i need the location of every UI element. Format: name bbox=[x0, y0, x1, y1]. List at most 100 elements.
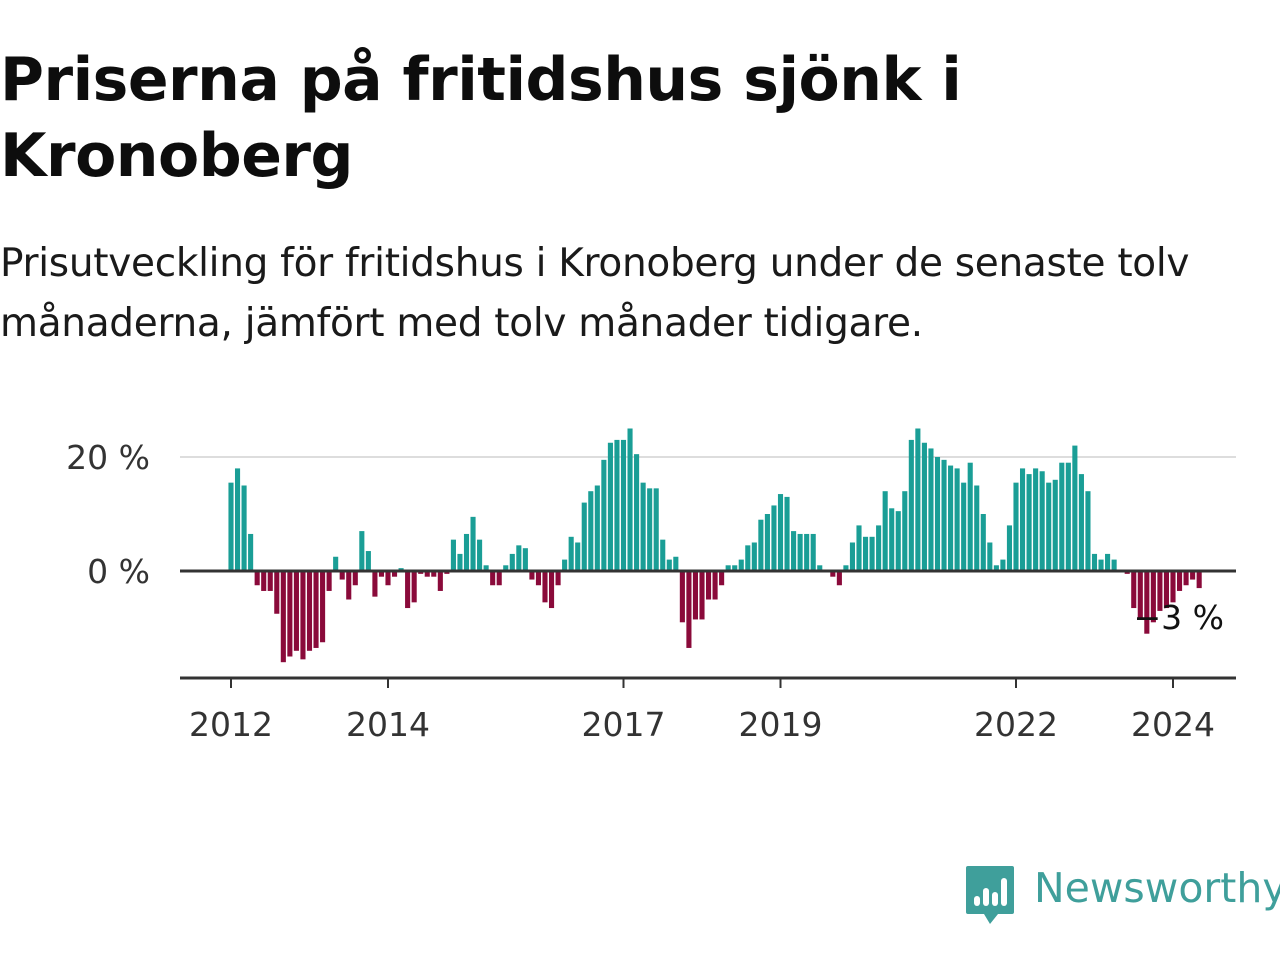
bar bbox=[581, 502, 587, 571]
x-tick-label: 2014 bbox=[346, 705, 430, 744]
bar bbox=[640, 482, 646, 571]
bar bbox=[1072, 445, 1078, 571]
bar bbox=[921, 442, 927, 571]
bar bbox=[1111, 559, 1117, 571]
bar bbox=[738, 559, 744, 571]
bar bbox=[490, 571, 496, 586]
bar bbox=[660, 539, 666, 571]
bar bbox=[686, 571, 692, 648]
bar bbox=[280, 571, 286, 663]
bar bbox=[679, 571, 685, 623]
bar bbox=[1078, 474, 1084, 571]
bar bbox=[1131, 571, 1137, 609]
bar bbox=[496, 571, 502, 586]
bar bbox=[666, 559, 672, 571]
bar bbox=[346, 571, 352, 600]
bar bbox=[1085, 491, 1091, 571]
bar bbox=[594, 485, 600, 571]
bar bbox=[876, 525, 882, 571]
bar bbox=[1000, 559, 1006, 571]
bar bbox=[405, 571, 411, 609]
bar bbox=[313, 571, 319, 648]
bar bbox=[326, 571, 332, 591]
bar bbox=[477, 539, 483, 571]
bar bbox=[1026, 474, 1032, 571]
bar bbox=[1170, 571, 1176, 603]
bar bbox=[967, 462, 973, 571]
bar bbox=[915, 428, 921, 571]
bar bbox=[320, 571, 326, 643]
bar bbox=[463, 533, 470, 571]
bar bbox=[836, 571, 842, 586]
bar bbox=[1196, 571, 1202, 589]
bar bbox=[1091, 553, 1098, 571]
bar bbox=[810, 533, 816, 571]
bar bbox=[470, 516, 476, 571]
bar bbox=[1052, 479, 1058, 571]
bar bbox=[634, 454, 640, 571]
x-tick-label: 2019 bbox=[739, 705, 823, 744]
bar bbox=[987, 542, 993, 571]
bar bbox=[300, 571, 306, 660]
bar bbox=[705, 571, 712, 600]
bar bbox=[365, 551, 371, 571]
bar bbox=[889, 508, 895, 571]
bar bbox=[1157, 571, 1163, 611]
bar bbox=[764, 514, 770, 571]
axis-layer bbox=[180, 569, 1236, 688]
bar bbox=[791, 531, 797, 571]
bar bbox=[934, 457, 941, 571]
bar bbox=[993, 565, 999, 571]
bar bbox=[843, 565, 849, 571]
bars-layer bbox=[228, 428, 1202, 663]
chart-subtitle: Prisutveckling för fritidshus i Kronober… bbox=[0, 241, 1190, 346]
bar bbox=[522, 548, 528, 571]
bar bbox=[771, 505, 777, 571]
bar bbox=[293, 571, 299, 651]
bar bbox=[980, 514, 986, 571]
bar bbox=[575, 542, 581, 571]
bar bbox=[777, 494, 784, 571]
bar bbox=[856, 525, 862, 571]
bar bbox=[267, 571, 273, 591]
bar bbox=[424, 571, 430, 577]
bar bbox=[620, 439, 627, 571]
bar bbox=[568, 536, 574, 571]
bar bbox=[941, 459, 947, 571]
bar bbox=[948, 465, 954, 571]
bar bbox=[1163, 571, 1170, 609]
bar bbox=[588, 491, 594, 571]
bar bbox=[1176, 571, 1183, 591]
brand-name: Newsworthy bbox=[1034, 864, 1280, 912]
bar bbox=[562, 559, 568, 571]
bar bbox=[431, 571, 437, 577]
bar bbox=[306, 571, 313, 651]
bar bbox=[954, 468, 960, 571]
bar bbox=[228, 482, 234, 571]
x-tick-label: 2017 bbox=[582, 705, 666, 744]
bar bbox=[1039, 471, 1045, 571]
bar bbox=[908, 439, 914, 571]
bar bbox=[1046, 482, 1052, 571]
bar bbox=[928, 448, 934, 571]
bar bbox=[274, 571, 280, 614]
bar bbox=[627, 428, 633, 571]
bar bbox=[607, 442, 613, 571]
x-tick-label: 2022 bbox=[974, 705, 1058, 744]
bar bbox=[254, 571, 260, 586]
bar bbox=[333, 556, 339, 571]
bar bbox=[719, 571, 725, 586]
bar bbox=[647, 488, 653, 571]
bar bbox=[804, 533, 810, 571]
bar bbox=[503, 565, 509, 571]
labels-layer: 0 % 20 % 2012 2014 2017 2019 2022 2024 −3 % bbox=[66, 438, 1224, 744]
bar bbox=[961, 482, 967, 571]
bar bbox=[437, 571, 443, 591]
chart-title: Priserna på fritidshus sjönk i Kronoberg bbox=[0, 45, 962, 191]
bar bbox=[751, 542, 757, 571]
bar bbox=[1144, 571, 1150, 634]
bar bbox=[1006, 525, 1013, 571]
bar bbox=[1098, 559, 1104, 571]
bar bbox=[1190, 571, 1196, 580]
